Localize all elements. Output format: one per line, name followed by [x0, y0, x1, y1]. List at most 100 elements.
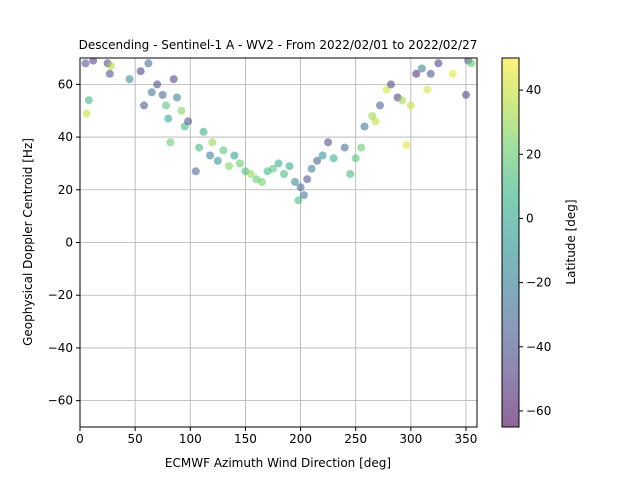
data-point — [191, 167, 200, 176]
y-tick-label: −60 — [48, 394, 73, 408]
x-tick-label: 50 — [127, 432, 142, 446]
y-tick-label: −40 — [48, 341, 73, 355]
data-point — [219, 146, 228, 155]
data-point — [195, 143, 204, 152]
colorbar-tick-label: −60 — [526, 404, 551, 418]
data-point — [324, 138, 333, 147]
colorbar-tick-label: −20 — [526, 276, 551, 290]
data-point — [81, 59, 90, 68]
data-point — [299, 191, 308, 200]
data-point — [294, 196, 303, 205]
data-point — [318, 151, 327, 160]
data-point — [387, 80, 395, 89]
y-axis-label: Geophysical Doppler Centroid [Hz] — [21, 138, 35, 346]
data-point — [398, 96, 406, 105]
data-point — [426, 69, 435, 78]
data-point — [173, 93, 181, 102]
x-tick-label: 350 — [455, 432, 478, 446]
data-point — [423, 85, 432, 94]
data-point — [213, 156, 222, 165]
data-point — [199, 127, 208, 136]
chart-title: Descending - Sentinel-1 A - WV2 - From 2… — [79, 38, 478, 52]
y-tick-label: 60 — [58, 77, 73, 91]
data-point — [329, 154, 338, 163]
data-point — [125, 75, 134, 84]
data-point — [208, 138, 217, 147]
data-point — [144, 59, 153, 68]
data-point — [412, 69, 421, 78]
colorbar-gradient — [502, 58, 519, 427]
colorbar-tick-label: 20 — [526, 147, 541, 161]
data-point — [82, 109, 91, 118]
x-tick-label: 200 — [289, 432, 312, 446]
x-tick-label: 100 — [179, 432, 202, 446]
colorbar-ticks: −60 −40 −20 0 20 40 — [519, 83, 551, 418]
data-point — [417, 64, 426, 73]
data-point — [360, 122, 369, 131]
data-point — [147, 88, 156, 97]
data-point — [285, 162, 294, 171]
data-point — [274, 159, 283, 168]
data-point — [351, 154, 360, 163]
colorbar-tick-label: 0 — [526, 211, 534, 225]
data-point — [296, 183, 305, 192]
data-point — [140, 101, 148, 110]
gridlines — [79, 58, 477, 427]
data-point — [164, 114, 173, 123]
data-point — [136, 67, 145, 76]
data-point — [402, 141, 411, 149]
data-point — [177, 106, 186, 115]
colorbar-label: Latitude [deg] — [564, 199, 578, 284]
data-point — [462, 90, 470, 99]
data-point — [89, 58, 98, 65]
data-point — [105, 69, 114, 78]
data-point — [230, 151, 239, 160]
y-tick-label: 20 — [58, 183, 73, 197]
data-point — [224, 162, 233, 171]
colorbar-tick-label: −40 — [526, 340, 551, 354]
data-point — [153, 80, 162, 89]
data-point — [258, 177, 266, 186]
data-points — [81, 58, 476, 205]
data-point — [235, 159, 244, 168]
data-point — [184, 117, 193, 126]
colorbar-frame — [501, 57, 520, 428]
data-point — [448, 69, 457, 78]
x-axis-label: ECMWF Azimuth Wind Direction [deg] — [165, 456, 391, 470]
data-point — [467, 59, 476, 68]
colorbar: −60 −40 −20 0 20 40 Latitude [deg] — [501, 57, 578, 428]
x-tick-label: 0 — [76, 432, 84, 446]
data-point — [269, 164, 277, 173]
x-tick-label: 300 — [399, 432, 422, 446]
data-point — [162, 101, 170, 110]
data-point — [434, 59, 443, 68]
data-point — [313, 156, 322, 165]
data-point — [106, 61, 115, 70]
data-point — [406, 101, 415, 110]
y-tick-label: 0 — [65, 236, 73, 250]
data-point — [340, 143, 349, 152]
y-tick-label: 40 — [58, 130, 73, 144]
data-point — [357, 143, 366, 152]
data-point — [206, 151, 215, 160]
data-point — [158, 90, 167, 99]
y-axis-ticks: −60 −40 −20 0 20 40 60 — [48, 77, 80, 408]
y-tick-label: −20 — [48, 288, 73, 302]
data-point — [280, 170, 288, 178]
data-point — [371, 117, 380, 126]
data-point — [303, 175, 312, 184]
data-point — [169, 75, 178, 84]
data-point — [346, 170, 355, 178]
colorbar-tick-label: 40 — [526, 83, 541, 97]
data-point — [376, 101, 384, 110]
x-tick-label: 150 — [234, 432, 257, 446]
data-point — [246, 170, 255, 178]
data-point — [307, 164, 316, 173]
data-point — [84, 96, 93, 105]
x-tick-label: 250 — [344, 432, 367, 446]
x-axis-ticks: 0 50 100 150 200 250 300 350 — [76, 427, 477, 446]
data-point — [291, 177, 299, 186]
data-point — [166, 138, 175, 147]
